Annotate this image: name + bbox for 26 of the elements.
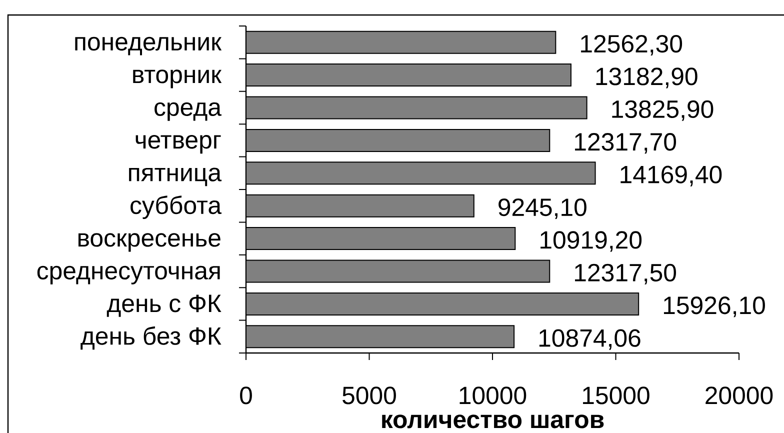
x-tick-label: 10000 bbox=[460, 386, 526, 404]
data-label: 12562,30 bbox=[581, 34, 682, 56]
data-label: 15926,10 bbox=[664, 296, 765, 318]
y-tick-label: суббота bbox=[130, 196, 222, 220]
y-tick-label: день без ФК bbox=[80, 326, 222, 350]
y-tick-label: пятница bbox=[129, 168, 222, 186]
y-tick-label: среда bbox=[154, 102, 222, 121]
x-tick-label: 5000 bbox=[342, 386, 396, 404]
y-tick-label: четверг bbox=[136, 135, 221, 154]
y-tick-label: воскресенье bbox=[78, 233, 220, 252]
x-axis-title: количество шагов bbox=[382, 414, 604, 428]
data-label: 13182,90 bbox=[596, 68, 698, 88]
data-label: 13825,90 bbox=[612, 100, 714, 121]
x-tick-label: 20000 bbox=[706, 386, 773, 404]
data-label: 12317,70 bbox=[575, 133, 676, 154]
data-label: 10919,20 bbox=[540, 231, 642, 252]
x-tick-label: 0 bbox=[240, 386, 252, 404]
data-label: 12317,50 bbox=[575, 264, 676, 284]
data-label: 10874,06 bbox=[539, 329, 640, 350]
data-label: 14169,40 bbox=[620, 166, 722, 186]
y-tick-label: понедельник bbox=[75, 36, 222, 56]
y-tick-label: среднесуточная bbox=[37, 266, 220, 284]
x-tick-label: 15000 bbox=[583, 386, 650, 404]
y-tick-label: вторник bbox=[133, 70, 222, 88]
data-label: 9245,10 bbox=[498, 198, 586, 220]
y-tick-label: день с ФК bbox=[106, 294, 222, 317]
